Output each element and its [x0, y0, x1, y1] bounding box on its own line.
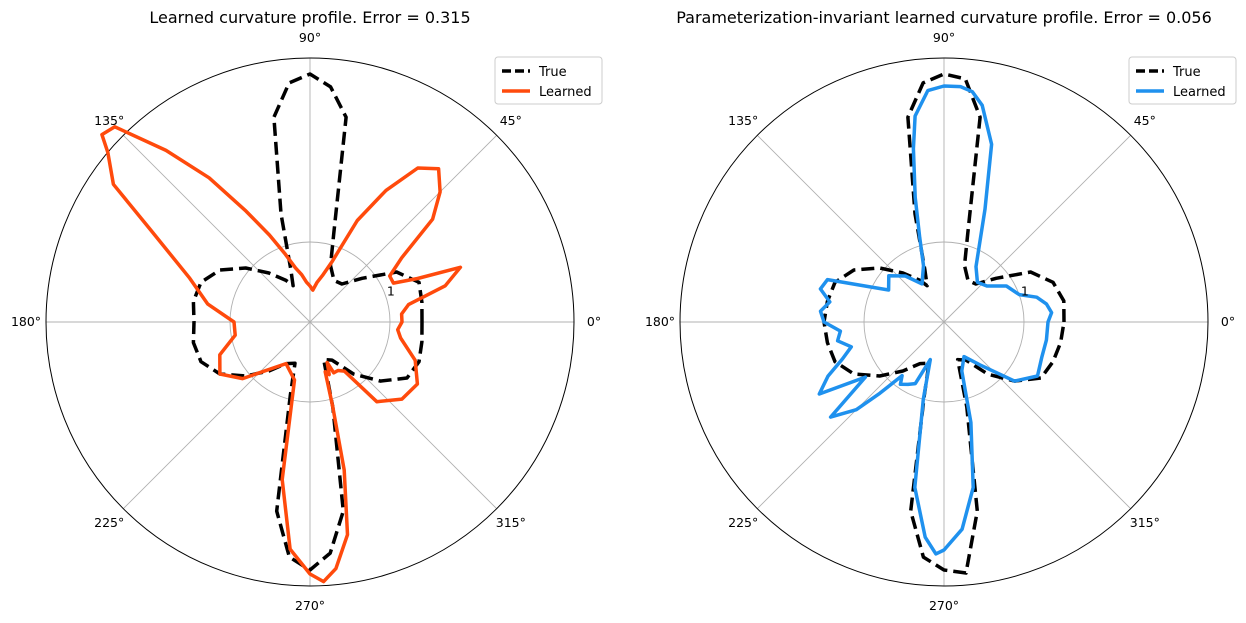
legend-label: Learned — [539, 85, 592, 100]
angle-tick-label: 90° — [933, 30, 955, 45]
angle-tick-label: 180° — [645, 314, 675, 329]
legend-label: True — [538, 65, 567, 80]
angle-tick-label: 180° — [11, 314, 41, 329]
angular-gridline — [123, 321, 311, 509]
angular-gridline — [943, 135, 1131, 323]
polar-spine — [45, 57, 575, 587]
chart-title: Learned curvature profile. Error = 0.315 — [149, 8, 470, 27]
legend: True Learned — [494, 56, 603, 105]
angular-gridline — [757, 135, 945, 323]
angular-gridline — [309, 135, 497, 323]
angle-tick-label: 45° — [500, 113, 522, 128]
radial-tick-label: 1 — [387, 283, 395, 298]
series-line-learned — [817, 84, 1054, 556]
legend-label: Learned — [1173, 85, 1226, 100]
angular-gridline — [309, 321, 497, 509]
angle-tick-label: 45° — [1134, 113, 1156, 128]
angle-tick-label: 315° — [1130, 515, 1160, 530]
radial-tick-label: 1 — [1021, 283, 1029, 298]
angle-tick-label: 90° — [299, 30, 321, 45]
radial-gridline — [863, 241, 1025, 403]
angular-gridline — [943, 321, 1131, 509]
angular-gridline — [757, 321, 945, 509]
polar-chart-learned: Learned curvature profile. Error = 0.315… — [11, 8, 603, 613]
angle-tick-label: 315° — [496, 515, 526, 530]
angle-tick-label: 0° — [587, 314, 601, 329]
polar-chart-invariant: Parameterization-invariant learned curva… — [645, 8, 1237, 613]
angle-tick-label: 270° — [929, 598, 959, 613]
angle-tick-label: 135° — [94, 113, 124, 128]
angle-tick-label: 0° — [1221, 314, 1235, 329]
angular-gridline — [123, 135, 311, 323]
polar-spine — [679, 57, 1209, 587]
angle-tick-label: 135° — [728, 113, 758, 128]
radial-gridline — [229, 241, 391, 403]
series-line-learned — [100, 125, 463, 584]
legend-label: True — [1172, 65, 1201, 80]
legend: True Learned — [1128, 56, 1237, 105]
series-line-true — [822, 72, 1066, 575]
angle-tick-label: 225° — [728, 515, 758, 530]
angle-tick-label: 270° — [295, 598, 325, 613]
chart-title: Parameterization-invariant learned curva… — [676, 8, 1212, 27]
angle-tick-label: 225° — [94, 515, 124, 530]
